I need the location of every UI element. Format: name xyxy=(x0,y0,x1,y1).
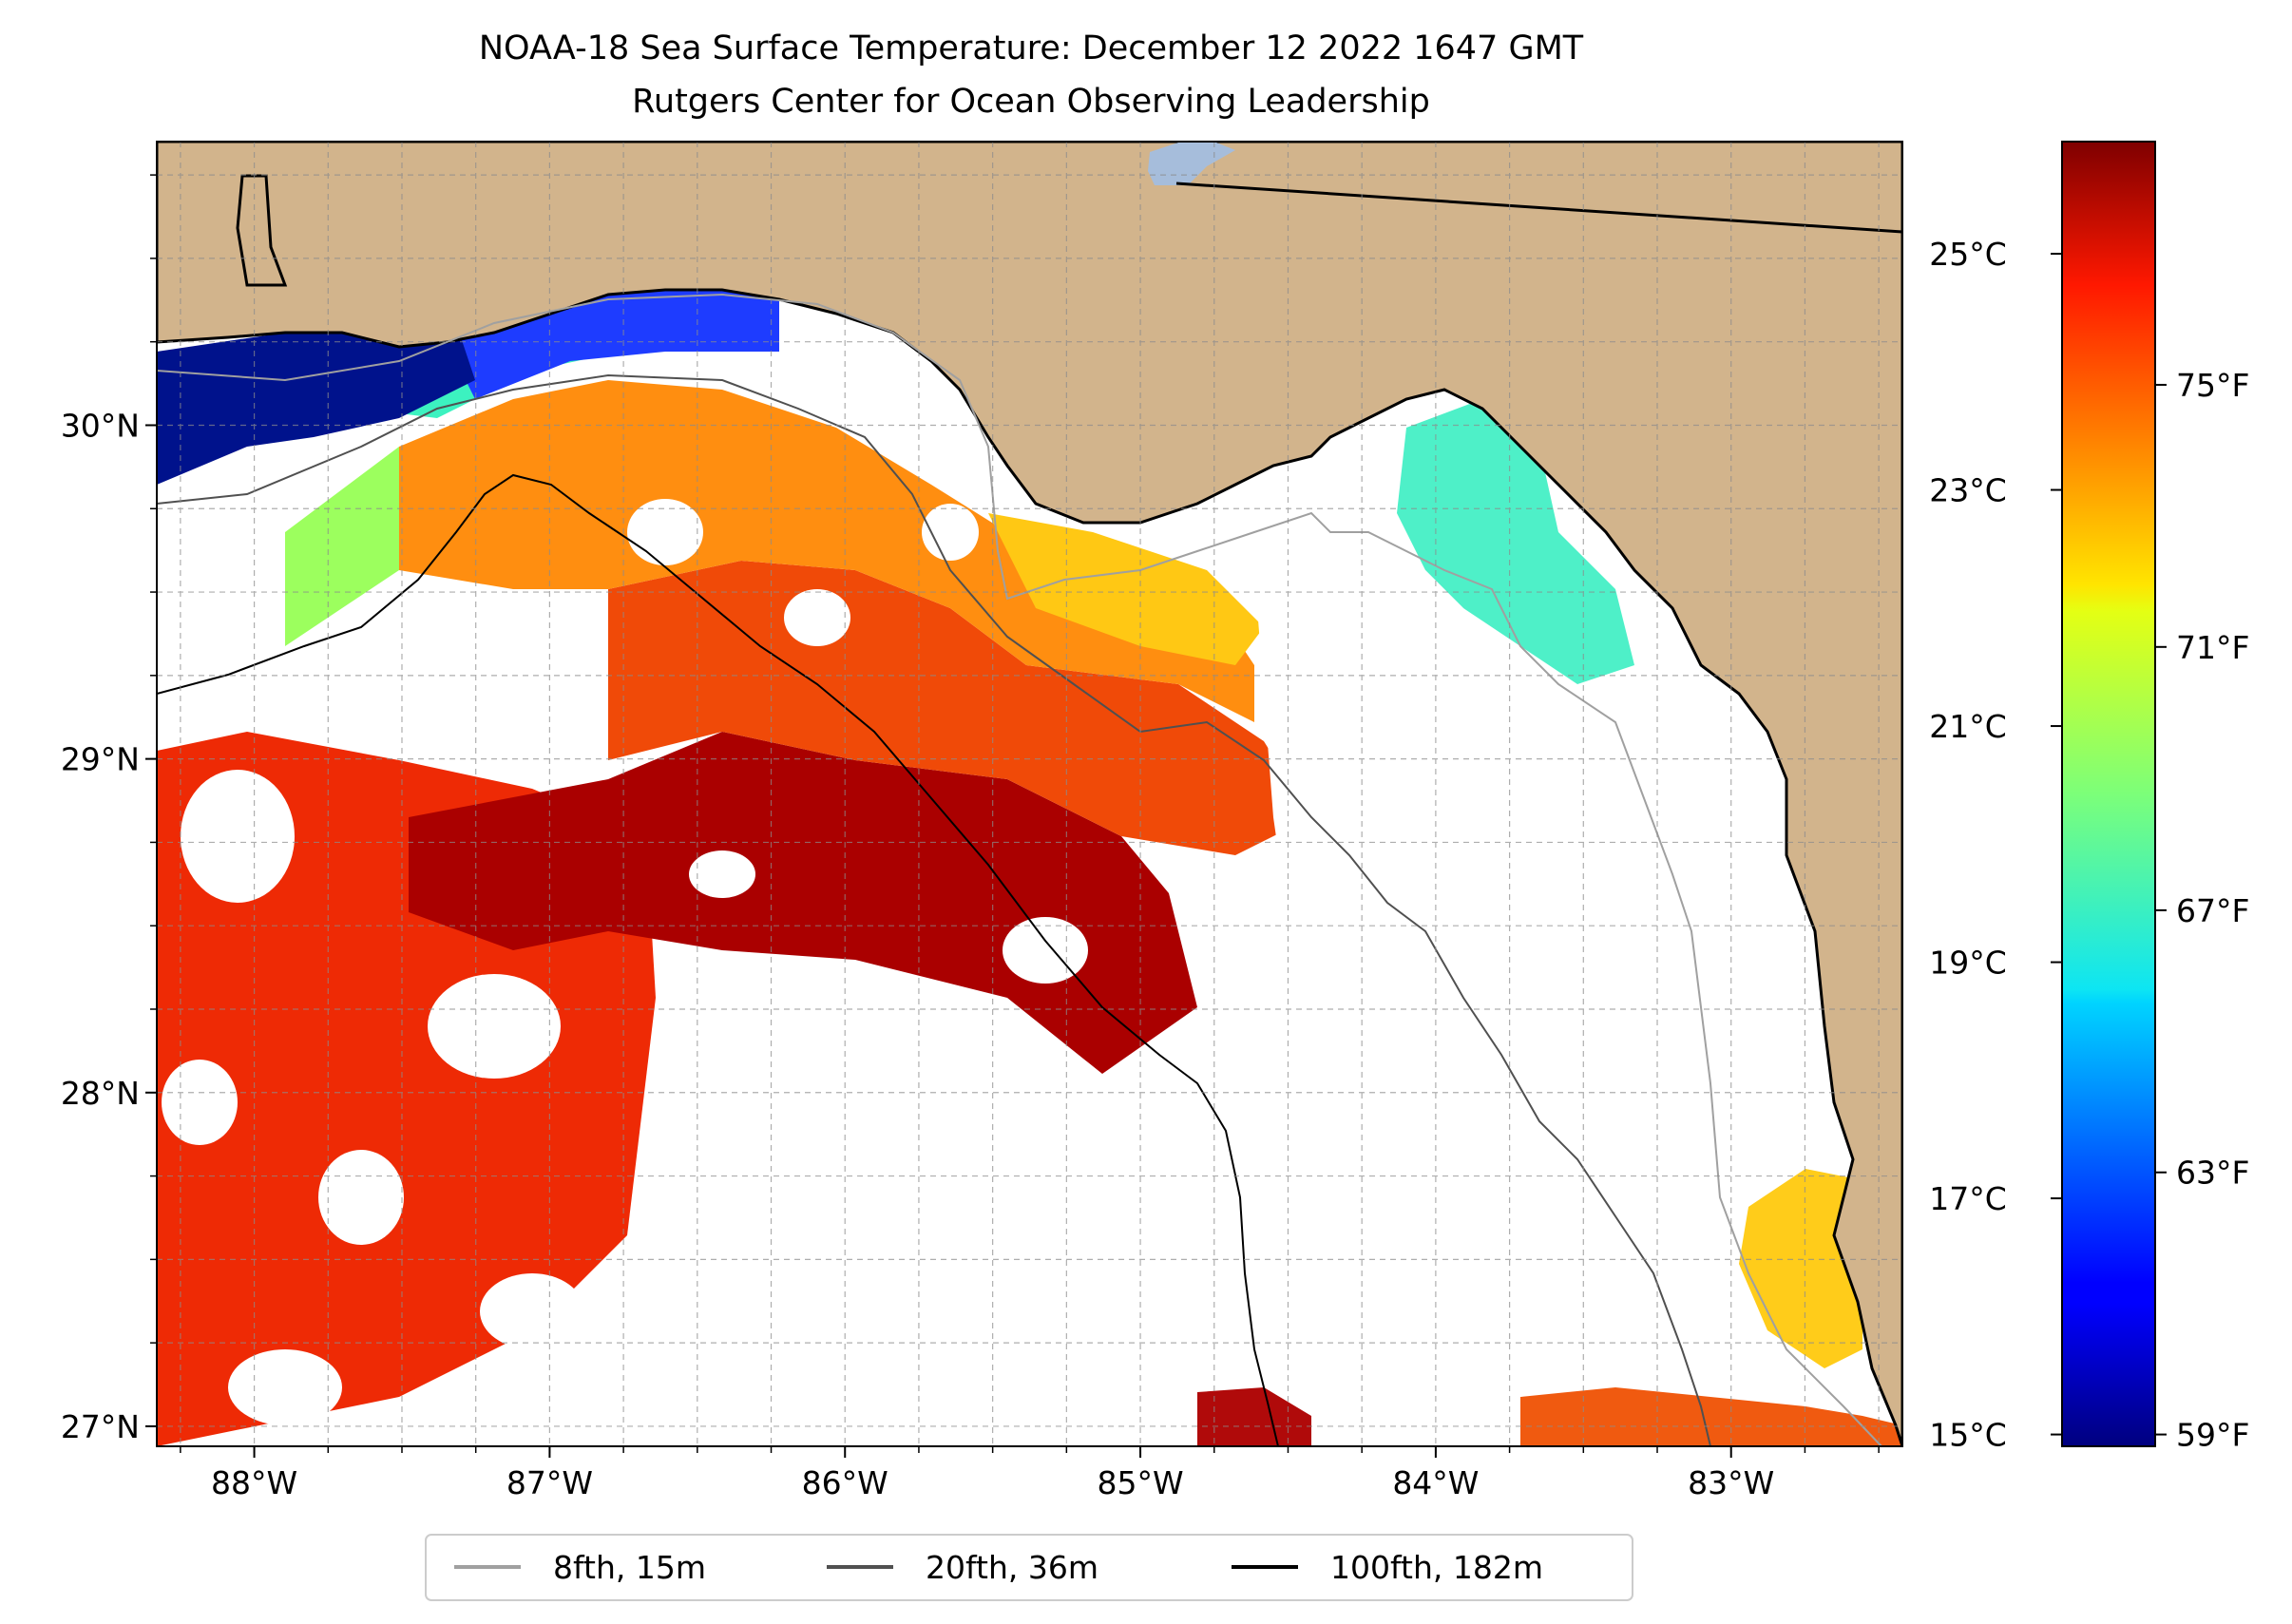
colorbar-fill xyxy=(2061,141,2156,1447)
x-axis-ticks: 88°W 87°W 86°W 85°W 84°W 83°W xyxy=(180,1446,1880,1501)
sst-tampa-yellow xyxy=(1739,1169,1862,1368)
northern-coastline xyxy=(157,142,1902,1446)
sst-hot-core xyxy=(409,732,1197,1074)
cloud-gap xyxy=(784,589,850,646)
x-tick-label: 88°W xyxy=(211,1464,297,1501)
sst-cold-bays xyxy=(157,323,475,485)
y-axis-ticks: 30°N 29°N 28°N 27°N xyxy=(61,174,157,1445)
legend-label: 100fth, 182m xyxy=(1330,1549,1543,1586)
colorbar-celsius-label: 25°C xyxy=(1929,236,2007,273)
sst-green-shelf xyxy=(285,447,399,646)
cloud-gap xyxy=(162,1060,238,1145)
legend-entries: 8fth, 15m 20fth, 36m 100fth, 182m xyxy=(454,1549,1543,1586)
cloud-gap xyxy=(318,1150,404,1245)
sst-south-fragment xyxy=(1197,1387,1311,1446)
x-tick-label: 85°W xyxy=(1097,1464,1183,1501)
colorbar-celsius-ticks: 15°C 17°C 19°C 21°C 23°C 25°C xyxy=(1929,236,2062,1454)
y-tick-label: 28°N xyxy=(61,1075,140,1112)
colorbar-celsius-label: 17°C xyxy=(1929,1180,2007,1217)
chart-title: NOAA-18 Sea Surface Temperature: Decembe… xyxy=(479,29,1584,67)
colorbar-celsius-label: 21°C xyxy=(1929,708,2007,745)
chart-subtitle: Rutgers Center for Ocean Observing Leade… xyxy=(632,83,1430,121)
contour-100fth-182m xyxy=(157,473,1279,1446)
sst-southeast-orange xyxy=(1520,1387,1902,1446)
colorbar-fahrenheit-label: 59°F xyxy=(2176,1417,2249,1454)
colorbar-fahrenheit-label: 63°F xyxy=(2176,1155,2249,1192)
sst-warm-central xyxy=(608,561,1311,855)
cloud-gap xyxy=(627,499,703,565)
no-data-east xyxy=(1254,532,1824,1397)
y-tick-label: 29°N xyxy=(61,741,140,778)
colorbar: 15°C 17°C 19°C 21°C 23°C 25°C 59°F 63°F 67°F 71°… xyxy=(1929,141,2249,1454)
cloud-gap xyxy=(1003,917,1088,984)
legend-box xyxy=(425,1534,1633,1601)
sst-field xyxy=(157,276,1902,1446)
colorbar-celsius-label: 23°C xyxy=(1929,472,2007,509)
x-tick-label: 83°W xyxy=(1688,1464,1774,1501)
cloud-gap xyxy=(480,1273,584,1349)
cloud-gap xyxy=(228,1349,342,1425)
sst-yellow-nearshore xyxy=(988,513,1264,665)
lake-seminole xyxy=(1148,143,1235,185)
sst-bigbend-cyan xyxy=(1397,399,1634,684)
y-tick-label: 30°N xyxy=(61,407,140,444)
colorbar-fahrenheit-ticks: 59°F 63°F 67°F 71°F 75°F xyxy=(2155,367,2249,1454)
cloud-gaps xyxy=(162,499,1088,1425)
legend-label: 8fth, 15m xyxy=(553,1549,706,1586)
cloud-gap xyxy=(922,504,979,561)
colorbar-celsius-label: 15°C xyxy=(1929,1417,2007,1454)
x-tick-label: 87°W xyxy=(506,1464,593,1501)
colorbar-fahrenheit-label: 67°F xyxy=(2176,892,2249,929)
no-data-south xyxy=(656,969,1520,1446)
colorbar-fahrenheit-label: 75°F xyxy=(2176,367,2249,404)
gridlines xyxy=(157,142,1902,1446)
bathymetry-contours xyxy=(157,293,1882,1446)
map-frame xyxy=(156,141,1903,1447)
map-panel: 88°W 87°W 86°W 85°W 84°W 83°W 30°N 29°N 28°N 27°… xyxy=(61,141,1903,1501)
cloud-gap xyxy=(689,850,755,898)
cloud-gap xyxy=(181,770,295,903)
y-tick-label: 27°N xyxy=(61,1408,140,1445)
contour-20fth-36m xyxy=(157,373,1711,1446)
legend: 8fth, 15m 20fth, 36m 100fth, 182m xyxy=(425,1534,1633,1601)
sst-orange-band xyxy=(399,380,1254,722)
legend-label: 20fth, 36m xyxy=(926,1549,1098,1586)
contour-8fth-15m xyxy=(157,293,1882,1446)
colorbar-celsius-label: 19°C xyxy=(1929,945,2007,982)
cloud-gap xyxy=(428,974,561,1079)
x-tick-label: 84°W xyxy=(1392,1464,1479,1501)
land xyxy=(157,142,1902,1446)
colorbar-fahrenheit-label: 71°F xyxy=(2176,629,2249,666)
mobile-bay-land xyxy=(236,174,288,287)
x-tick-label: 86°W xyxy=(802,1464,888,1501)
state-border-line xyxy=(1175,182,1902,234)
